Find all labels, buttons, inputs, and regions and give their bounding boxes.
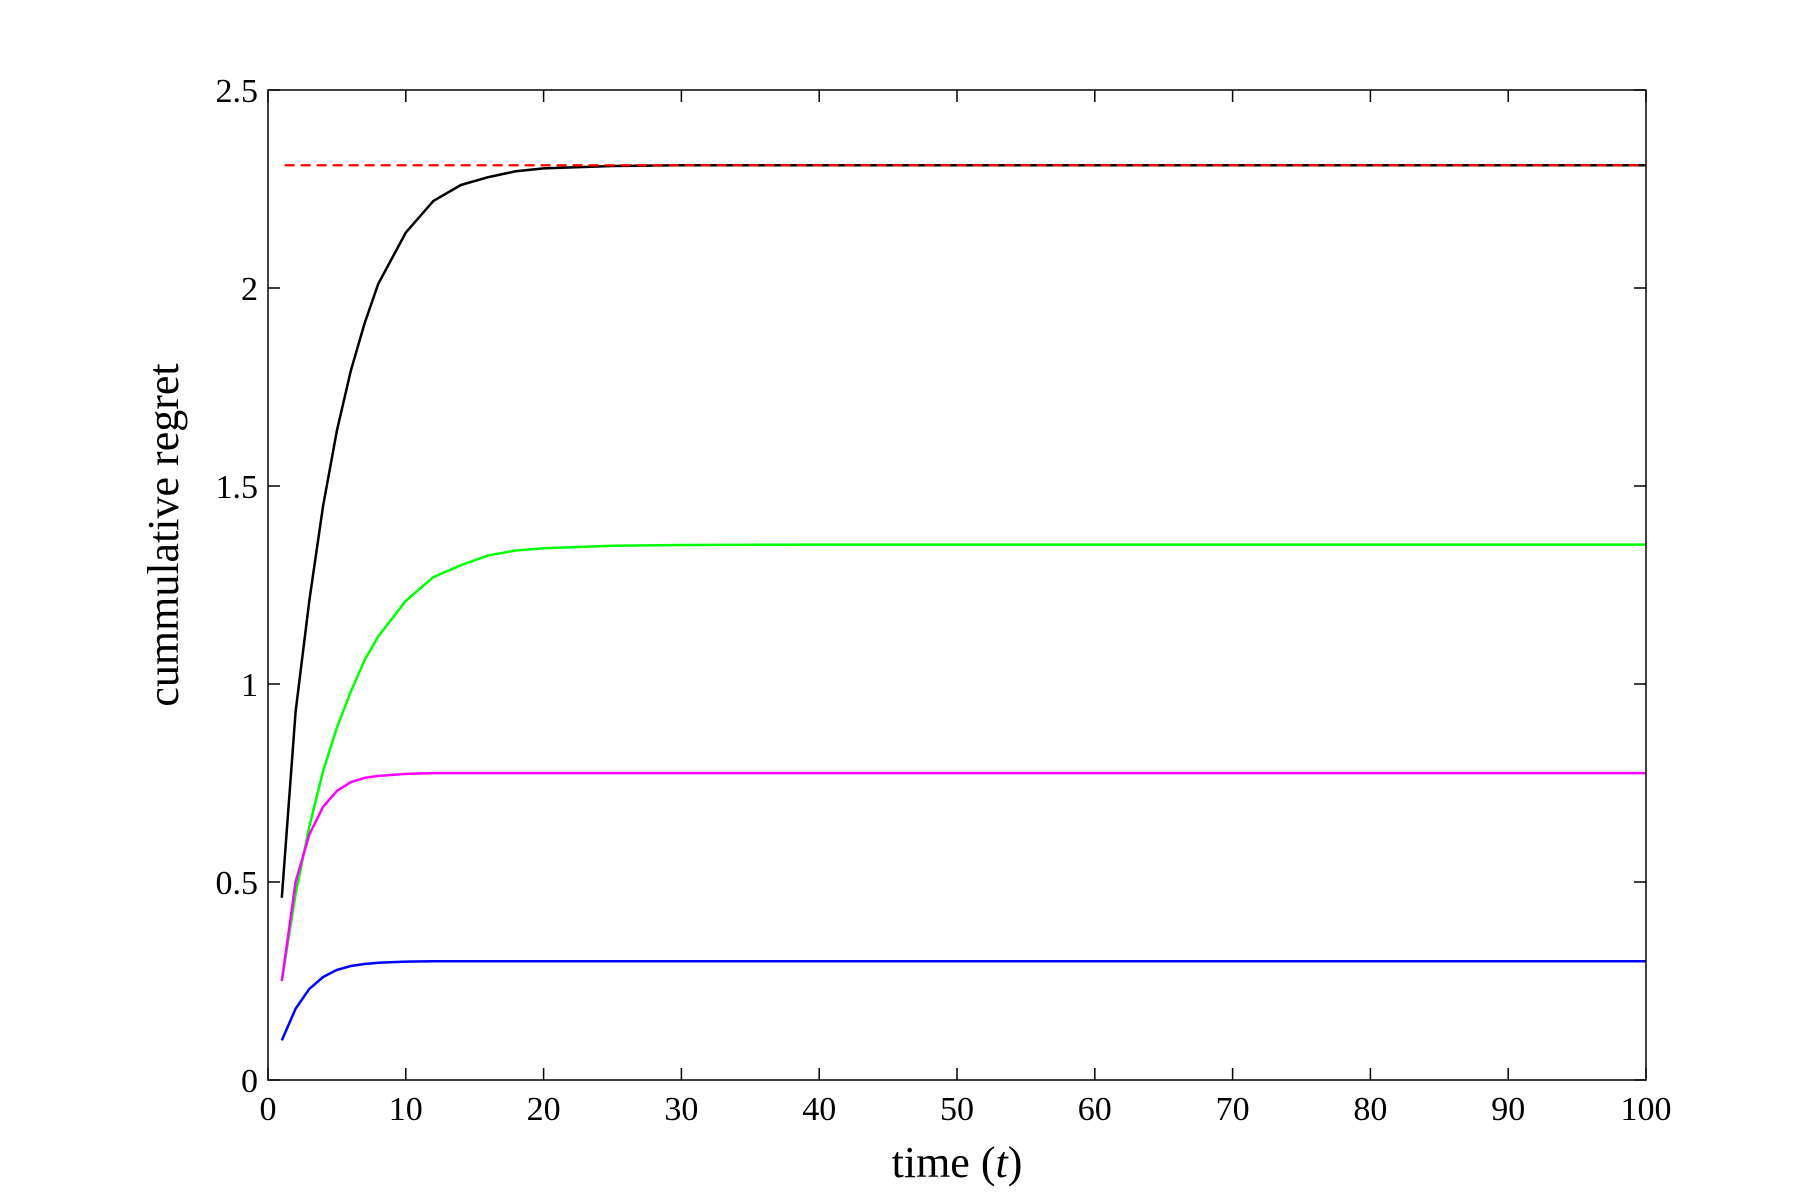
x-tick-label: 0: [260, 1091, 277, 1128]
series-line-2: [280, 543, 1646, 982]
x-tick-label: 60: [1078, 1091, 1112, 1128]
ticks-layer: 0 10 20 30 40 50 60 70 80 90 100 0 0.5 1 1.5 2 2.5: [216, 73, 1672, 1128]
x-tick-label: 80: [1353, 1091, 1387, 1128]
x-tick-label: 50: [940, 1091, 974, 1128]
x-tick-label: 100: [1621, 1091, 1672, 1128]
y-tick-label: 1.5: [216, 469, 259, 506]
plot-background: [268, 90, 1646, 1080]
series-line-4: [280, 959, 1646, 1041]
y-tick-label: 1: [241, 667, 258, 704]
y-axis-label: cummulative regret: [139, 363, 188, 706]
series-line-3: [280, 771, 1646, 982]
series-layer: [280, 163, 1646, 1041]
x-tick-label: 90: [1491, 1091, 1525, 1128]
x-tick-label: 70: [1216, 1091, 1250, 1128]
x-tick-label: 30: [664, 1091, 698, 1128]
y-tick-label: 0.5: [216, 865, 259, 902]
x-tick-label: 20: [527, 1091, 561, 1128]
x-tick-label: 40: [802, 1091, 836, 1128]
y-tick-label: 2: [241, 271, 258, 308]
y-tick-label: 0: [241, 1063, 258, 1100]
x-tick-label: 10: [389, 1091, 423, 1128]
x-axis-label: time (t): [892, 1138, 1023, 1187]
y-tick-label: 2.5: [216, 73, 259, 110]
plot-frame: [267, 89, 1647, 1081]
